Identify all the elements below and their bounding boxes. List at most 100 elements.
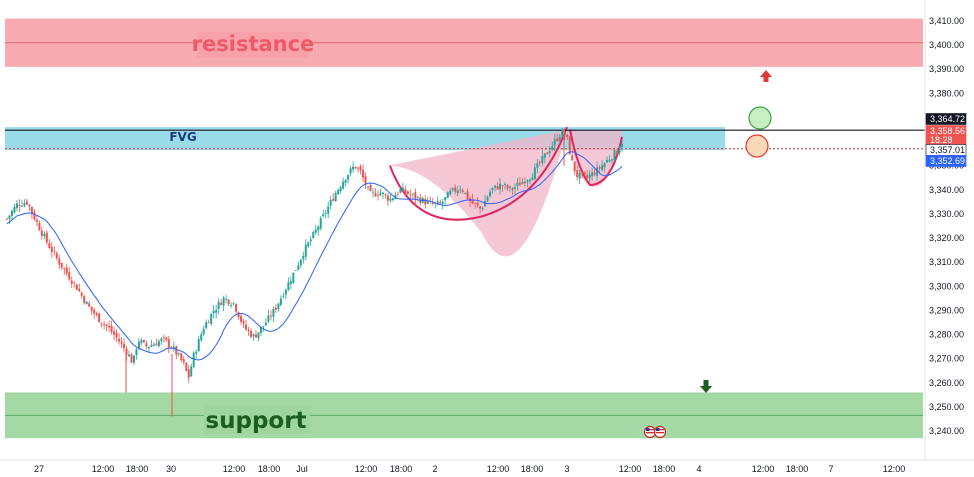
candle: [451, 187, 454, 192]
candle: [556, 134, 559, 143]
candle: [130, 352, 133, 363]
candle: [474, 202, 477, 209]
candle: [257, 332, 260, 341]
candle: [523, 177, 526, 188]
price-tag: 3,357.01: [925, 144, 967, 156]
y-tick-label: 3,260.00: [929, 378, 964, 388]
svg-text:3,358.56: 3,358.56: [930, 126, 965, 136]
candle: [182, 355, 185, 366]
candle: [284, 288, 287, 300]
x-tick-label: 12:00: [92, 464, 115, 474]
candle: [18, 199, 21, 212]
candle: [342, 177, 345, 190]
candle: [369, 183, 372, 192]
candle: [372, 187, 375, 198]
y-tick-label: 3,400.00: [929, 40, 964, 50]
candle: [245, 319, 248, 332]
support-label-bg: [204, 406, 310, 434]
candle: [162, 334, 165, 343]
candle: [78, 283, 81, 293]
candle: [411, 193, 414, 199]
x-axis-ticks: 27 12:00 18:00 30 12:00 18:00 Jul 12:00 18:00 2 12…: [34, 464, 905, 474]
candle: [135, 347, 138, 360]
candle: [45, 229, 48, 246]
candle: [125, 345, 128, 361]
candle: [491, 187, 494, 194]
y-tick-label: 3,330.00: [929, 209, 964, 219]
x-tick-label: 4: [696, 464, 701, 474]
candle: [389, 194, 392, 203]
candle: [282, 292, 285, 299]
candle: [95, 311, 98, 317]
candle: [494, 185, 497, 192]
candle: [344, 179, 347, 187]
candle: [613, 149, 616, 162]
x-tick-label: 3: [564, 464, 569, 474]
y-axis-ticks: 3,240.00 3,250.00 3,260.00 3,270.00 3,280.00…: [929, 16, 964, 436]
candle: [220, 298, 223, 306]
candle: [55, 251, 58, 261]
candle: [464, 192, 467, 195]
down-arrow-icon: [700, 380, 712, 393]
candles: [6, 127, 623, 417]
candle: [476, 197, 479, 208]
candle: [43, 231, 46, 240]
candle: [536, 158, 539, 174]
resistance-label-bg: [197, 32, 309, 58]
candle: [269, 310, 272, 321]
zone-labels: resistance FVG support: [169, 32, 314, 434]
x-tick-label: 18:00: [521, 464, 544, 474]
candle: [386, 192, 389, 207]
candle: [449, 187, 452, 196]
candle: [118, 333, 121, 345]
candle: [608, 154, 611, 163]
candle: [347, 174, 350, 184]
candle: [155, 338, 158, 346]
candle: [237, 311, 240, 320]
candle: [123, 338, 126, 353]
candle: [563, 128, 566, 141]
candle: [586, 169, 589, 182]
candle: [274, 304, 277, 314]
candle: [501, 184, 504, 192]
candle: [416, 195, 419, 202]
candle: [10, 209, 13, 221]
x-tick-label: Jul: [296, 464, 308, 474]
candle: [367, 186, 370, 191]
fvg-label: FVG: [169, 130, 196, 144]
candle: [598, 164, 601, 174]
candle: [142, 339, 145, 344]
candle: [287, 277, 290, 291]
candle: [302, 251, 305, 264]
candle: [242, 318, 245, 329]
candle: [459, 185, 462, 194]
candle: [73, 281, 76, 288]
x-tick-label: 2: [432, 464, 437, 474]
candle: [267, 309, 270, 324]
candle: [15, 199, 18, 212]
candle: [621, 140, 623, 152]
candle: [553, 133, 556, 152]
candle: [391, 197, 394, 202]
candle: [511, 186, 514, 196]
candle: [195, 349, 198, 360]
candle: [309, 235, 312, 246]
candle: [446, 191, 449, 199]
candle: [172, 341, 175, 353]
candle: [115, 329, 118, 343]
us-flag-icon[interactable]: [643, 425, 667, 439]
candle: [578, 169, 581, 184]
candle: [496, 182, 499, 191]
candle: [339, 185, 342, 194]
candle: [167, 335, 170, 354]
candle: [68, 267, 71, 282]
candle: [65, 264, 68, 277]
candle: [60, 262, 63, 270]
candle: [247, 327, 250, 337]
x-tick-label: 27: [34, 464, 44, 474]
candle: [222, 295, 225, 312]
candle: [215, 304, 218, 319]
